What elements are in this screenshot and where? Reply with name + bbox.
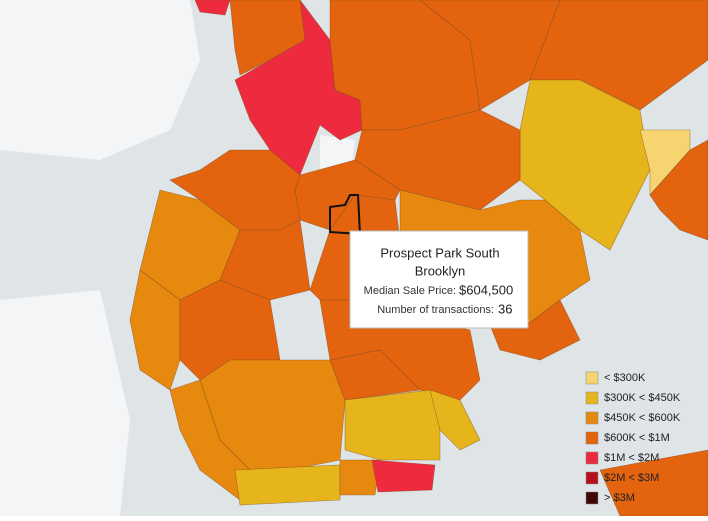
tooltip-title: Prospect Park South [380, 245, 499, 260]
legend-label: $450K < $600K [604, 412, 681, 424]
neighborhood[interactable] [419, 0, 561, 111]
tooltip-label: Number of transactions: [377, 304, 494, 316]
legend-swatch [585, 411, 599, 425]
neighborhood[interactable] [429, 389, 481, 451]
legend-label: $2M < $3M [604, 472, 659, 484]
neighborhoods [129, 0, 708, 517]
neighborhood[interactable] [234, 464, 341, 506]
legend-swatch [585, 371, 599, 385]
land [0, 290, 130, 516]
legend-label: $1M < $2M [604, 452, 659, 464]
neighborhood[interactable] [599, 449, 708, 517]
neighborhood[interactable] [371, 459, 436, 493]
neighborhood[interactable] [194, 0, 231, 16]
legend-swatch [585, 471, 599, 485]
neighborhood[interactable] [339, 459, 381, 496]
tooltip-value: 36 [498, 301, 512, 316]
legend-swatch [585, 431, 599, 445]
legend: < $300K $300K < $450K $450K < $600K $600K <… [585, 371, 681, 505]
tooltip: Prospect Park South Brooklyn Median Sale… [349, 230, 529, 329]
legend-label: < $300K [604, 372, 646, 384]
neighborhood[interactable] [649, 139, 708, 241]
legend-swatch [585, 451, 599, 465]
land [0, 0, 200, 160]
legend-swatch [585, 391, 599, 405]
neighborhood[interactable] [479, 299, 581, 361]
neighborhood[interactable] [329, 349, 421, 401]
legend-swatch [585, 491, 599, 505]
tooltip-label: Median Sale Price: [364, 285, 456, 297]
legend-label: $600K < $1M [604, 432, 670, 444]
tooltip-value: $604,500 [459, 282, 513, 297]
legend-label: $300K < $450K [604, 392, 681, 404]
tooltip-borough: Brooklyn [415, 263, 466, 278]
tooltip-box [349, 230, 529, 329]
neighborhood[interactable] [344, 389, 441, 461]
legend-label: > $3M [604, 492, 635, 504]
